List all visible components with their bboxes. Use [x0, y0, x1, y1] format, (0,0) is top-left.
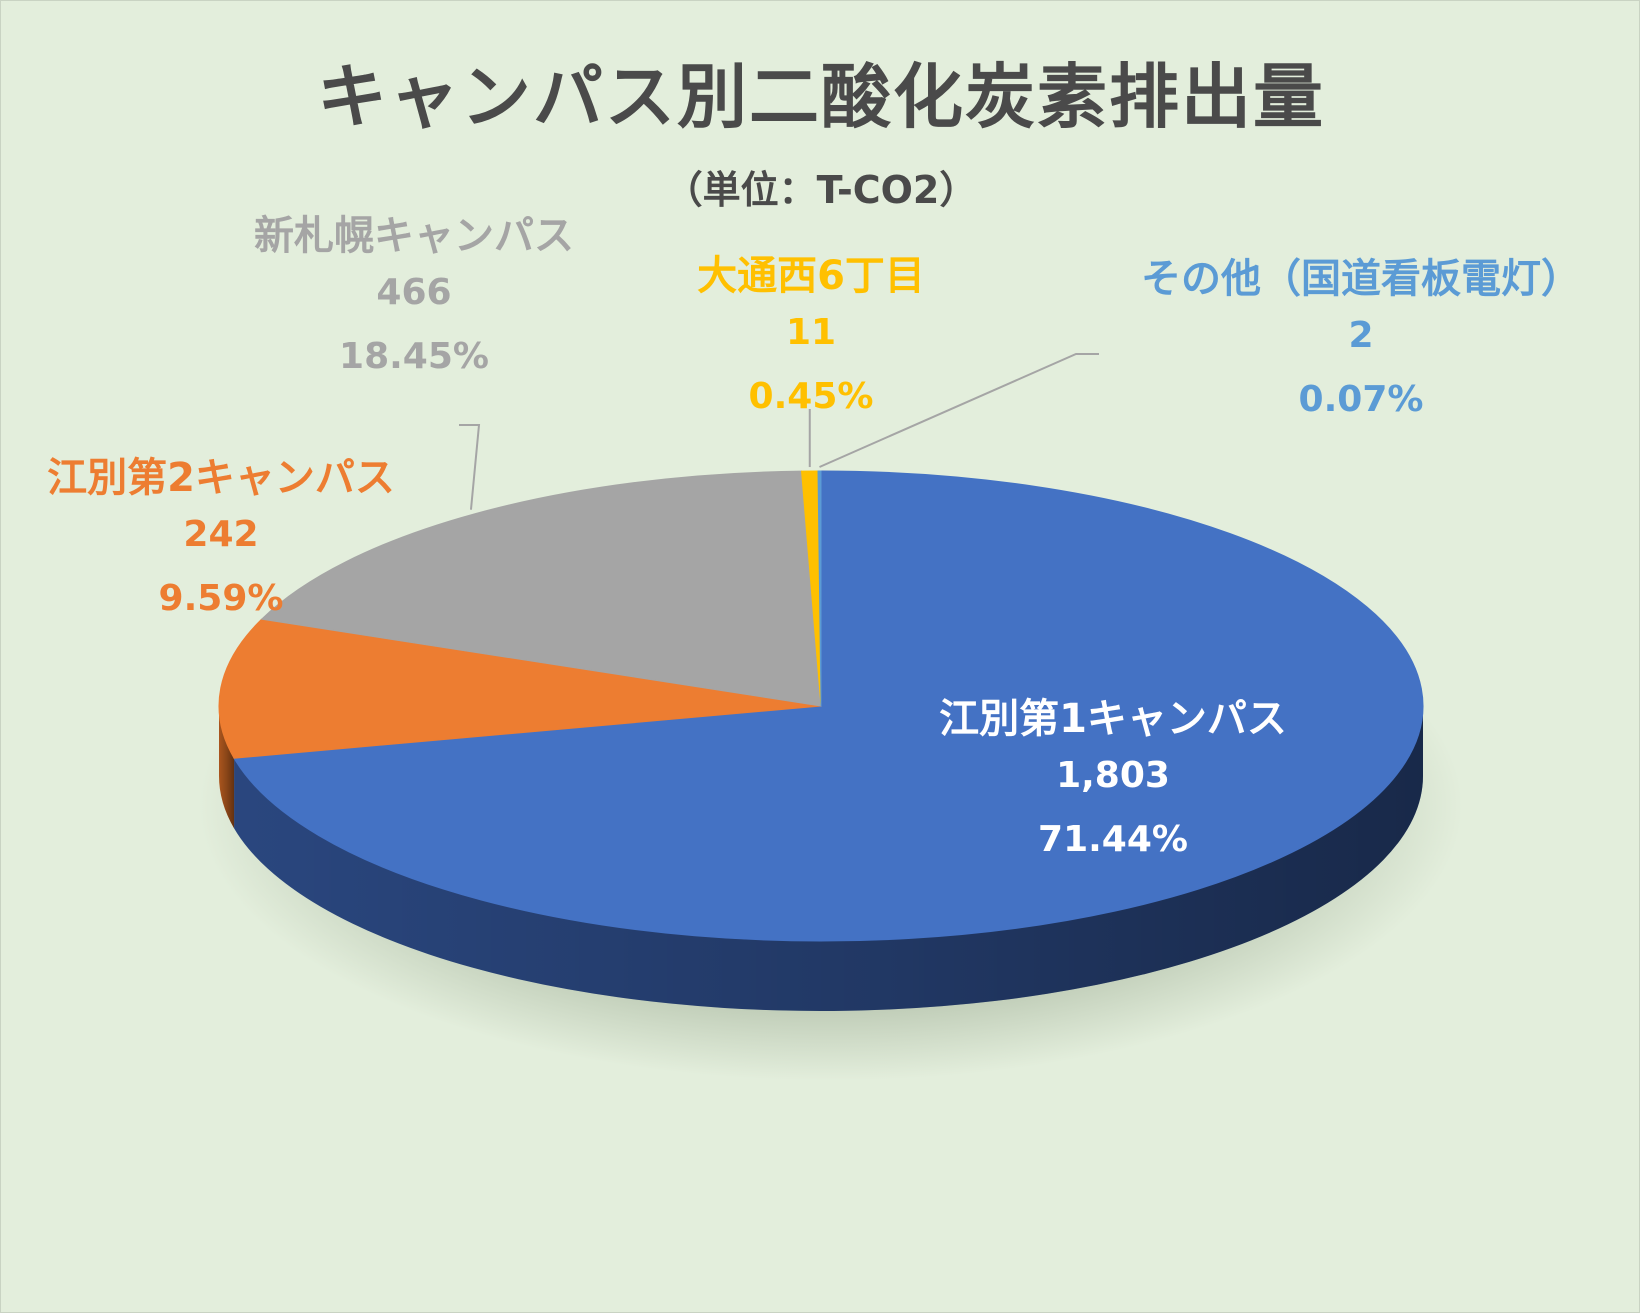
chart-title: キャンパス別二酸化炭素排出量 — [317, 56, 1325, 138]
slice-value-label: 2 — [1348, 315, 1374, 356]
pie-slice-side-shade — [219, 706, 235, 829]
chart-subtitle: （単位：T-CO2） — [664, 168, 978, 212]
data-label-other: その他（国道看板電灯） 2 0.07% — [1141, 254, 1581, 432]
pie-slice-1 — [218, 618, 822, 759]
slice-percent-label: 9.59% — [158, 578, 284, 619]
pie-slice-4 — [817, 470, 822, 707]
slice-name-label: その他（国道看板電灯） — [1141, 256, 1581, 302]
slice-name-label: 江別第2キャンパス — [47, 455, 395, 501]
slice-name-label: 江別第1キャンパス — [939, 696, 1287, 742]
slice-percent-label: 0.45% — [748, 376, 874, 417]
slice-percent-label: 0.07% — [1298, 379, 1424, 420]
data-label-ebetsu-1: 江別第1キャンパス 1,803 71.44% — [939, 694, 1287, 872]
data-label-shin-sapporo: 新札幌キャンパス 466 18.45% — [254, 211, 574, 389]
slice-value-label: 466 — [376, 272, 452, 313]
leader-line-other — [819, 353, 1099, 468]
slice-name-label: 新札幌キャンパス — [254, 213, 574, 259]
slice-percent-label: 71.44% — [1038, 819, 1188, 860]
data-label-ebetsu-2: 江別第2キャンパス 242 9.59% — [47, 453, 395, 631]
slice-value-label: 11 — [785, 312, 837, 353]
slice-percent-label: 18.45% — [339, 336, 489, 377]
leader-line-shin-sapporo — [459, 424, 481, 510]
pie-slice-0 — [233, 470, 1424, 942]
pie-slice-side-shade — [234, 706, 1424, 1011]
slice-value-label: 242 — [183, 514, 259, 555]
data-label-odori-nishi-6: 大通西6丁目 11 0.45% — [697, 251, 925, 429]
slice-name-label: 大通西6丁目 — [697, 253, 925, 299]
slice-value-label: 1,803 — [1056, 755, 1170, 796]
pie-slice-2 — [260, 470, 822, 707]
